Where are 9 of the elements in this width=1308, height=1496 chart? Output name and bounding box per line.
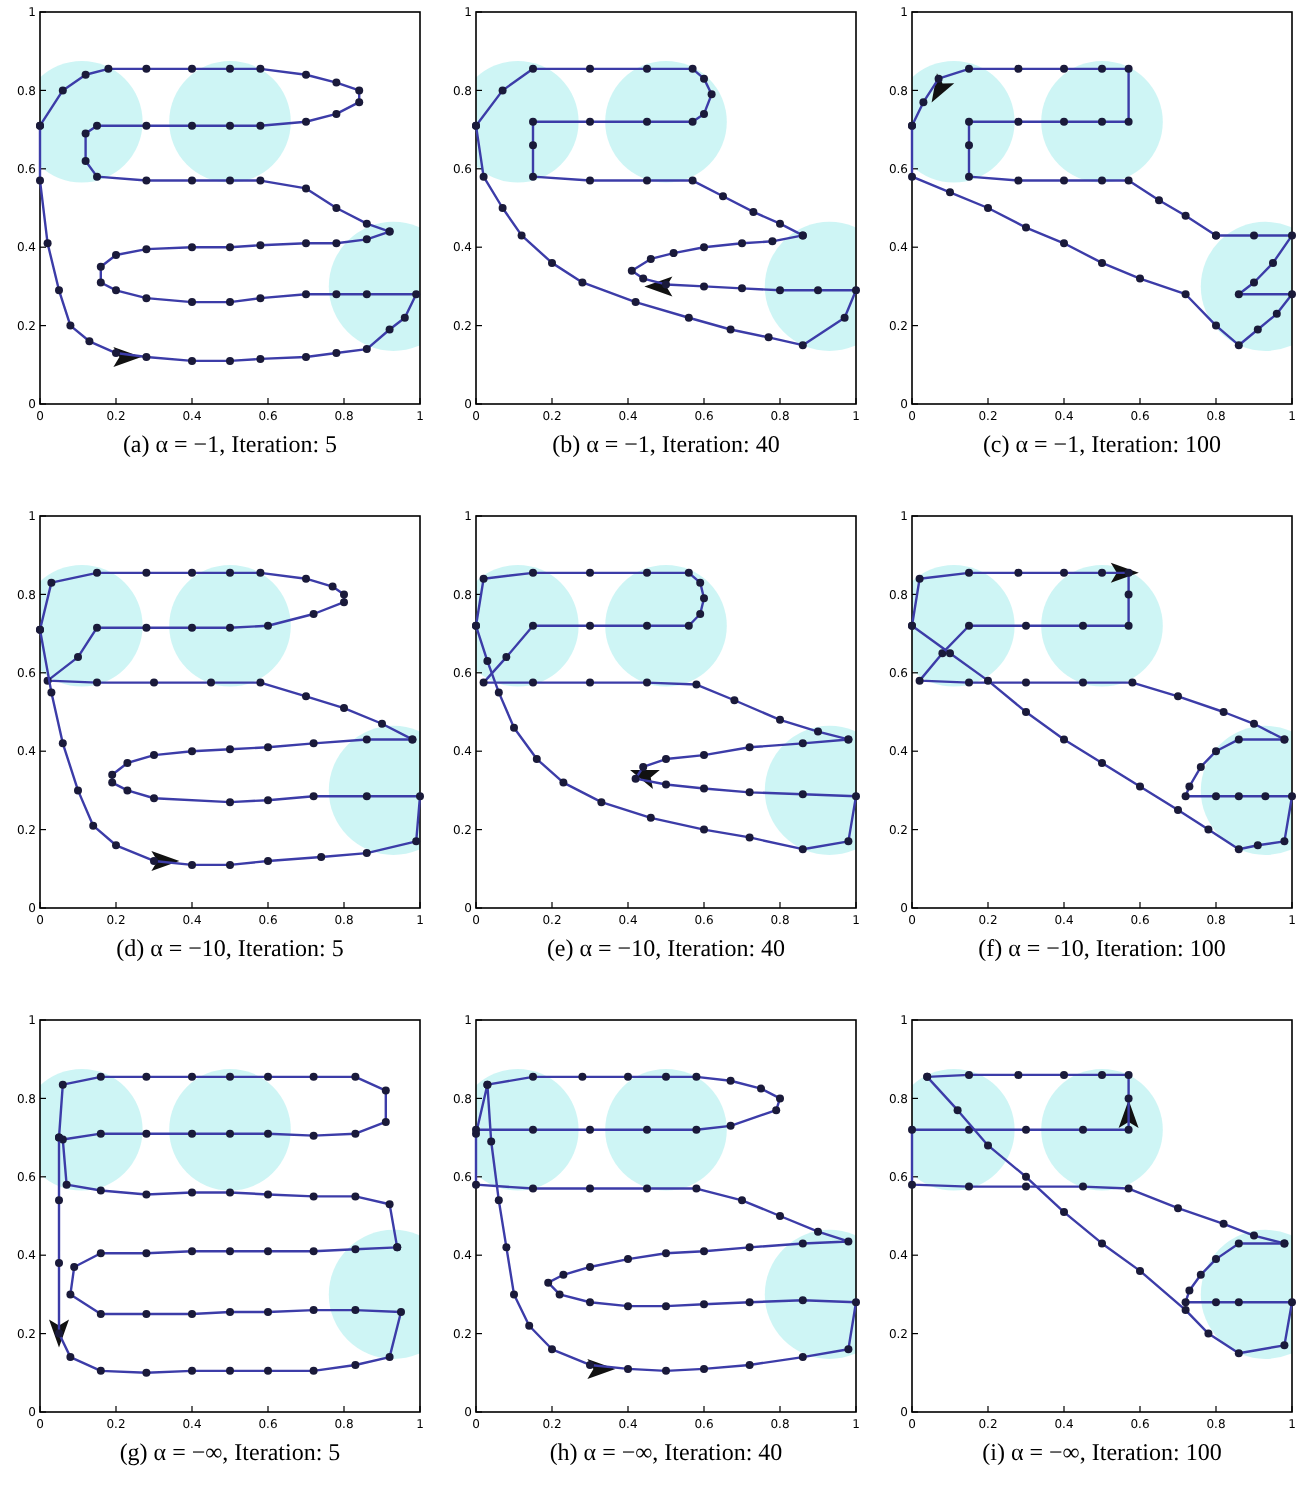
text: (e) α = −10, Iteration: 40 [546, 934, 786, 962]
text: (c) α = −1, Iteration: 100 [982, 430, 1222, 458]
text: (i) α = −∞, Iteration: 100 [982, 1438, 1222, 1466]
text: (h) α = −∞, Iteration: 40 [549, 1438, 783, 1466]
text: (a) α = −1, Iteration: 5 [122, 430, 338, 458]
text: (f) α = −10, Iteration: 100 [978, 934, 1226, 962]
text: (g) α = −∞, Iteration: 5 [119, 1438, 341, 1466]
text: (d) α = −10, Iteration: 5 [116, 934, 344, 962]
text: (b) α = −1, Iteration: 40 [552, 430, 780, 458]
